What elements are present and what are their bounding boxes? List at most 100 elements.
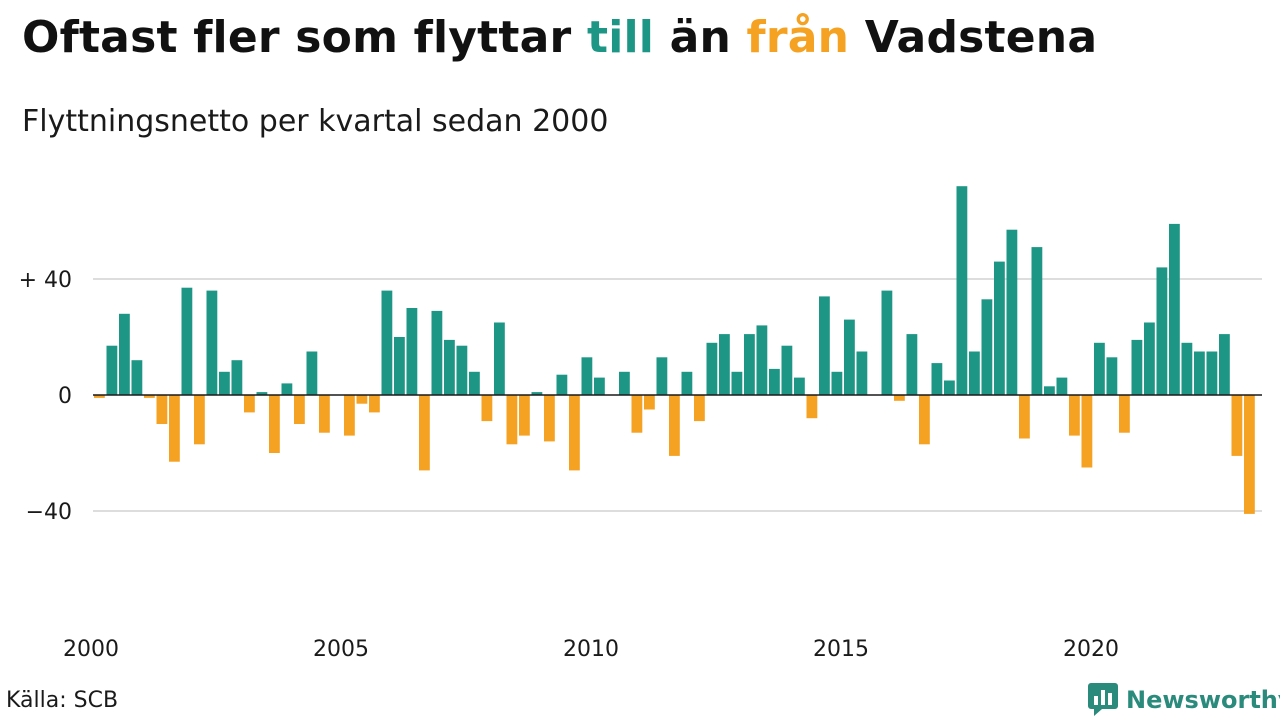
bar (819, 296, 830, 395)
bar (506, 395, 518, 445)
bar (169, 395, 180, 462)
bar (644, 395, 655, 410)
chart-subtitle: Flyttningsnetto per kvartal sedan 2000 (22, 104, 609, 139)
bar (594, 377, 605, 395)
bar (1231, 395, 1243, 456)
bar (694, 395, 705, 422)
x-axis-ticks: 2000 2005 2010 2015 2020 (63, 637, 1119, 662)
bar (956, 186, 968, 395)
bar (381, 290, 393, 395)
newsworthy-logo-icon (1088, 683, 1118, 716)
bar (781, 345, 793, 395)
bar (1031, 247, 1043, 395)
bar (894, 395, 905, 401)
bar (844, 319, 855, 395)
brand: Newsworthy (1088, 682, 1280, 718)
bar (969, 351, 980, 395)
bar (1094, 342, 1105, 395)
bar (719, 334, 730, 395)
bar (794, 377, 805, 395)
bar (1019, 395, 1030, 439)
bar (769, 368, 780, 395)
bar (356, 395, 368, 404)
bar (469, 371, 480, 395)
bar (1156, 267, 1168, 395)
bar (681, 371, 693, 395)
bar (706, 342, 718, 395)
title-part-1: Oftast fler som flyttar (22, 12, 587, 63)
bar (994, 261, 1005, 395)
brand-name: Newsworthy (1126, 686, 1280, 714)
bar (669, 395, 680, 456)
bar (494, 322, 505, 395)
bar (194, 395, 205, 445)
bar (631, 395, 643, 433)
title-part-5: Vadstena (849, 12, 1098, 63)
bar (944, 380, 955, 395)
title-part-3: än (654, 12, 747, 63)
bar (519, 395, 530, 436)
bar (244, 395, 255, 413)
bar (144, 395, 155, 398)
bar (419, 395, 430, 471)
bar (156, 395, 168, 424)
bars (93, 186, 1262, 514)
x-tick-label: 2015 (813, 637, 869, 662)
bar (481, 395, 493, 422)
bar (619, 371, 630, 395)
bar (856, 351, 868, 395)
bar (256, 392, 268, 395)
bar (394, 337, 405, 395)
x-tick-label: 2000 (63, 637, 119, 662)
bar (1044, 386, 1055, 395)
bar (1069, 395, 1080, 436)
bar (556, 374, 568, 395)
bar (569, 395, 580, 471)
bar (906, 334, 918, 395)
bar (1181, 342, 1193, 395)
y-tick-label: −40 (26, 500, 72, 525)
bar (94, 395, 105, 398)
bar (1194, 351, 1205, 395)
bar (269, 395, 280, 453)
bar (1219, 334, 1230, 395)
bar (1106, 357, 1118, 395)
y-tick-label: 0 (58, 384, 72, 409)
bar (881, 290, 893, 395)
bar (1056, 377, 1068, 395)
bar (131, 360, 143, 395)
bar (831, 371, 843, 395)
x-tick-label: 2020 (1063, 637, 1119, 662)
bar (581, 357, 593, 395)
bar (231, 360, 243, 395)
bar (1144, 322, 1155, 395)
source-note: Källa: SCB (6, 688, 119, 713)
bar (1006, 229, 1018, 395)
bar-chart: + 40 0 −40 2000 2005 2010 2015 2020 (19, 186, 1262, 662)
bar (1169, 223, 1180, 395)
bar (106, 345, 118, 395)
bar (431, 310, 443, 395)
bar (181, 287, 193, 395)
bar (306, 351, 318, 395)
bar (1244, 395, 1255, 514)
bar (1081, 395, 1093, 468)
gridlines (93, 278, 1262, 512)
bar (319, 395, 330, 433)
bar (344, 395, 355, 436)
bar (544, 395, 555, 442)
bar (531, 392, 543, 395)
bar (1119, 395, 1130, 433)
bar (981, 299, 993, 395)
bar (931, 363, 943, 395)
bar (456, 345, 468, 395)
bar (206, 290, 218, 395)
title-word-fran: från (746, 12, 850, 63)
bar (806, 395, 818, 419)
x-tick-label: 2005 (313, 637, 369, 662)
x-tick-label: 2010 (563, 637, 619, 662)
bar (731, 371, 743, 395)
bar (1131, 339, 1143, 395)
bar (1206, 351, 1218, 395)
bar (281, 383, 293, 395)
